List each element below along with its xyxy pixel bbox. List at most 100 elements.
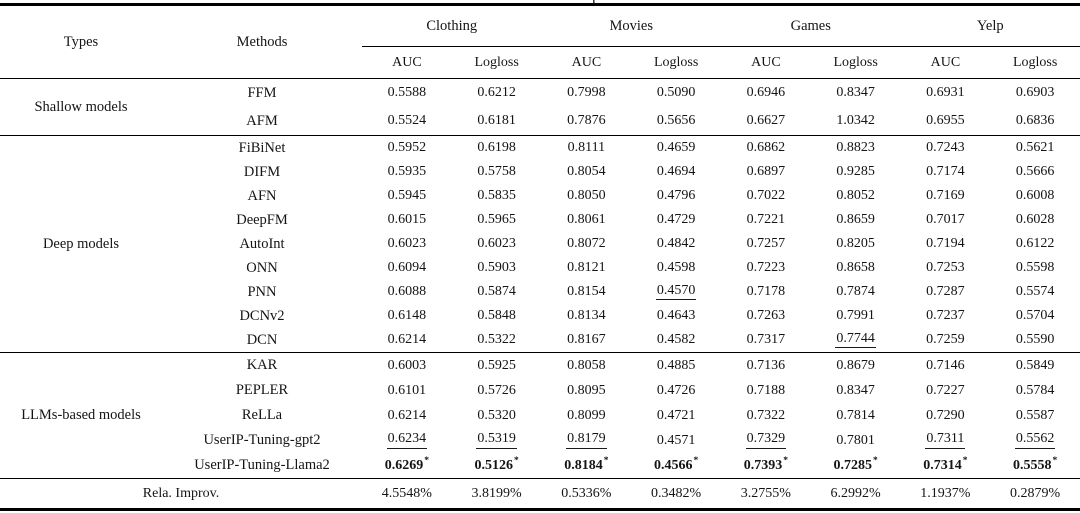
metric-header-auc: AUC — [721, 46, 811, 79]
metric-value: 0.4694 — [656, 164, 696, 179]
metric-value: 0.7194 — [926, 236, 965, 251]
metric-value: 0.5524 — [387, 113, 427, 128]
rel-improv-label: Rela. Improv. — [0, 478, 362, 510]
metric-header-auc: AUC — [900, 46, 991, 79]
metric-value: 0.7237 — [926, 308, 965, 323]
metric-value: 0.6836 — [1015, 113, 1055, 128]
metric-value: 0.7223 — [746, 260, 786, 275]
dataset-header-clothing: Clothing — [362, 4, 542, 47]
metric-value: 0.6862 — [721, 135, 811, 160]
metric-value: 0.6198 — [451, 135, 542, 160]
metric-value: 0.5126* — [474, 455, 519, 473]
significance-asterisk: * — [783, 455, 788, 466]
metric-value: 0.6094 — [387, 260, 427, 275]
metric-value: 0.6023 — [477, 236, 516, 251]
metric-value: 0.4643 — [656, 308, 696, 323]
metric-value: 0.7259 — [926, 332, 965, 347]
metric-value: 0.8111 — [541, 135, 632, 160]
significance-asterisk: * — [693, 455, 699, 466]
metric-value: 0.7876 — [567, 113, 606, 128]
method-name: FFM — [247, 84, 277, 101]
metric-value: 0.6903 — [1015, 85, 1055, 100]
table-row: DCNv2 0.6148 0.5848 0.8134 0.4643 0.7263 0.799… — [0, 304, 1080, 328]
table-row: PNN 0.6088 0.5874 0.8154 0.4570 0.7178 0.7874 0… — [0, 280, 1080, 304]
table-row: UserIP-Tuning-gpt2 0.6234 0.5319 0.8179 0.45… — [0, 428, 1080, 453]
significance-asterisk: * — [962, 455, 968, 466]
metric-value: 0.8058 — [541, 352, 632, 378]
metric-value: 0.4796 — [656, 188, 696, 203]
metric-value: 0.8154 — [567, 284, 606, 299]
metric-value: 0.8658 — [836, 260, 875, 275]
metric-value: 0.5319 — [452, 428, 542, 453]
rel-improv-value: 0.3482% — [631, 478, 721, 510]
metric-value: 0.5587 — [1015, 407, 1055, 423]
methods-column-header: Methods — [162, 4, 362, 79]
metric-value: 0.7017 — [926, 212, 965, 227]
method-name: DeepFM — [236, 211, 288, 228]
metric-value: 0.4570 — [631, 280, 721, 304]
metric-value: 0.7022 — [746, 188, 786, 203]
metric-value: 0.7314* — [923, 455, 968, 473]
table-row: AutoInt 0.6023 0.6023 0.8072 0.4842 0.7257 0.8… — [0, 232, 1080, 256]
significance-asterisk: * — [424, 455, 429, 466]
types-column-header: Types — [0, 4, 162, 79]
method-name: ReLLa — [241, 407, 283, 424]
metric-value: 0.8050 — [567, 188, 606, 203]
method-name: AFM — [246, 112, 278, 129]
table-row: PEPLER 0.6101 0.5726 0.8095 0.4726 0.7188 0.83… — [0, 378, 1080, 403]
rel-improv-value: 4.5548% — [362, 478, 452, 510]
method-name: PNN — [247, 283, 277, 300]
metric-value: 0.7178 — [746, 284, 786, 299]
table-row: ONN 0.6094 0.5903 0.8121 0.4598 0.7223 0.8658 0… — [0, 256, 1080, 280]
metric-value: 0.4842 — [656, 236, 696, 251]
metric-value: 0.6269* — [384, 455, 429, 473]
method-name: AFN — [247, 187, 277, 204]
metric-value: 0.6234 — [362, 428, 452, 453]
metric-header-auc: AUC — [362, 46, 452, 79]
type-group-label: Shallow models — [34, 98, 128, 115]
metric-value: 0.7174 — [926, 164, 965, 179]
metric-value: 0.7317 — [746, 332, 786, 347]
metric-value: 0.6028 — [1015, 212, 1055, 227]
table-row: DIFM 0.5935 0.5758 0.8054 0.4694 0.6897 0.9285… — [0, 160, 1080, 184]
metric-value: 0.7801 — [836, 432, 875, 448]
metric-value: 0.4729 — [656, 212, 696, 227]
metric-value: 0.5965 — [477, 212, 516, 227]
method-name: ONN — [246, 259, 278, 276]
metric-value: 0.4659 — [631, 135, 721, 160]
metric-value: 0.5874 — [477, 284, 516, 299]
metric-value: 0.8679 — [810, 352, 901, 378]
metric-value: 0.7290 — [926, 407, 965, 423]
metric-value: 0.7998 — [567, 85, 606, 100]
metric-value: 0.7991 — [836, 308, 875, 323]
metric-header-row: AUC Logloss AUC Logloss AUC Logloss AUC … — [0, 46, 1080, 79]
metric-value: 0.9285 — [836, 164, 875, 179]
metric-value: 0.7221 — [746, 212, 786, 227]
metric-value: 0.4582 — [656, 332, 696, 347]
significance-asterisk: * — [514, 455, 519, 466]
metric-header-logloss: Logloss — [451, 46, 542, 79]
metric-value: 0.5704 — [1015, 308, 1055, 323]
dataset-header-games: Games — [721, 4, 901, 47]
rel-improv-value: 0.2879% — [990, 478, 1080, 510]
metric-value: 0.6627 — [746, 113, 786, 128]
metric-value: 0.4598 — [656, 260, 696, 275]
table-row: LLMs-based models KAR 0.6003 0.5925 0.8058 0.… — [0, 352, 1080, 479]
metric-value: 0.5726 — [477, 382, 516, 398]
metric-value: 0.5784 — [1015, 382, 1055, 398]
metric-value: 0.7257 — [746, 236, 786, 251]
metric-value: 0.5598 — [1015, 260, 1055, 275]
metric-value: 0.5656 — [656, 113, 696, 128]
metric-value: 0.8061 — [567, 212, 606, 227]
table-row: Shallow models FFM 0.5588 0.6212 0.7998 0.509… — [0, 79, 1080, 115]
metric-value: 0.6122 — [1015, 236, 1055, 251]
metric-header-logloss: Logloss — [810, 46, 901, 79]
metric-value: 0.5835 — [477, 188, 516, 203]
method-name: UserIP-Tuning-gpt2 — [203, 432, 321, 449]
metric-value: 0.5621 — [990, 135, 1080, 160]
metric-value: 0.7393* — [743, 455, 788, 473]
metric-value: 0.6181 — [477, 113, 516, 128]
dataset-header-yelp: Yelp — [900, 4, 1080, 47]
metric-value: 0.5588 — [387, 85, 427, 100]
table-header: Types Methods Clothing Movies Games Yelp… — [0, 4, 1080, 79]
